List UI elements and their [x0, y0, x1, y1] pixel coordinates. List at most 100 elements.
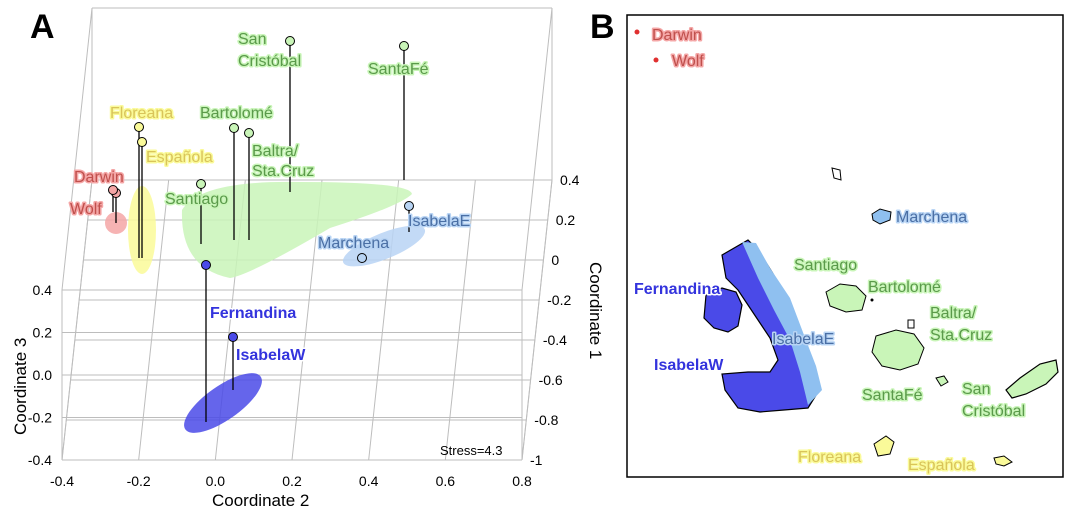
plot-3d-grid — [61, 7, 553, 461]
wolf-island — [653, 57, 659, 63]
map-panel: Darwin Wolf Marchena Santiago Bartolomé Ferna… — [626, 14, 1064, 478]
map-label: Floreana — [798, 449, 861, 466]
x-tick-labels: -0.4 -0.2 0.0 0.2 0.4 0.6 0.8 — [50, 473, 532, 489]
map-label: Fernandina — [634, 281, 720, 298]
y-tick-label: -0.2 — [28, 410, 52, 426]
point-label: Española — [146, 149, 213, 166]
map-label: Marchena — [896, 209, 967, 226]
cluster-ellipse — [184, 373, 262, 433]
map-label: SantaFé — [862, 387, 923, 404]
map-label: Bartolomé — [868, 279, 941, 296]
x-tick-label: -0.2 — [127, 473, 151, 489]
z-tick-label: 0.4 — [560, 172, 580, 188]
point-label: San — [238, 31, 266, 48]
y-tick-labels: -0.4 -0.2 0.0 0.2 0.4 — [28, 282, 52, 468]
z-tick-label: -0.4 — [543, 332, 567, 348]
x-tick-label: 0.4 — [359, 473, 379, 489]
darwin-island — [634, 29, 640, 35]
santiago-shape — [825, 283, 867, 313]
map-labels: Darwin Wolf Marchena Santiago Bartolomé Ferna… — [633, 26, 1027, 476]
data-point — [228, 332, 238, 342]
x-tick-label: -0.4 — [50, 473, 74, 489]
point-label: Marchena — [318, 235, 389, 252]
y-tick-label: 0.0 — [33, 367, 53, 383]
data-point — [201, 260, 211, 270]
isabela-east-shape — [742, 242, 822, 405]
data-point — [229, 123, 239, 133]
x-tick-label: 0.8 — [512, 473, 532, 489]
z-tick-labels: 0.4 0.2 0 -0.2 -0.4 -0.6 -0.8 -1 — [530, 172, 580, 468]
data-point — [399, 41, 409, 51]
floor-grid-line — [61, 179, 93, 461]
espanola-shape — [993, 455, 1013, 467]
grid-edge — [61, 7, 93, 291]
point-label: Baltra/ — [252, 143, 299, 160]
map-label: San — [962, 381, 990, 398]
data-point — [137, 137, 147, 147]
point-label: Wolf — [70, 201, 102, 218]
z-tick-label: -1 — [530, 452, 543, 468]
stress-annotation: Stress=4.3 — [440, 443, 503, 458]
map-label: Baltra/ — [930, 305, 977, 322]
point-label: IsabelaW — [236, 347, 306, 364]
bartolome-shape — [870, 298, 874, 302]
map-label: Santiago — [794, 257, 857, 274]
islet-shape — [831, 167, 842, 181]
data-point — [134, 122, 144, 132]
map-label: Darwin — [652, 27, 702, 44]
cluster-ellipse — [181, 181, 412, 278]
map-label: Wolf — [672, 53, 704, 70]
point-label: IsabelaE — [408, 213, 470, 230]
x-tick-label: 0.2 — [282, 473, 302, 489]
map-label: Española — [908, 457, 975, 474]
panel-b-label: B — [590, 8, 615, 46]
point-label: Cristóbal — [238, 53, 301, 70]
point-label: Bartolomé — [200, 105, 273, 122]
x-axis-title: Coordinate 2 — [212, 491, 309, 510]
data-point — [244, 128, 254, 138]
map-label: IsabelaW — [654, 357, 724, 374]
baltra-shape — [907, 319, 915, 329]
floor-grid-line — [138, 179, 170, 461]
x-tick-label: 0.6 — [436, 473, 456, 489]
data-point — [196, 179, 206, 189]
grid-edge — [521, 7, 553, 291]
z-tick-label: -0.6 — [539, 372, 563, 388]
map-label: IsabelaE — [772, 331, 834, 348]
y-tick-label: 0.2 — [33, 325, 53, 341]
z-axis-title: Coordinate 1 — [586, 262, 605, 359]
floor-grid-line — [444, 179, 476, 461]
santa-fe-shape — [935, 375, 949, 387]
z-tick-label: -0.2 — [547, 292, 571, 308]
data-points — [108, 36, 414, 342]
y-tick-label: -0.4 — [28, 452, 52, 468]
map-label: Cristóbal — [962, 403, 1025, 420]
data-point — [108, 185, 118, 195]
floreana-shape — [873, 435, 895, 457]
point-label: Darwin — [74, 169, 124, 186]
point-label: Floreana — [110, 105, 173, 122]
fernandina-shape — [703, 287, 743, 333]
y-axis-title: Coordinate 3 — [11, 338, 30, 435]
san-cristobal-shape — [1005, 359, 1059, 399]
santa-cruz-shape — [871, 329, 925, 371]
x-tick-label: 0.0 — [206, 473, 226, 489]
point-labels: Darwin Wolf Floreana Española Santiago Bartol… — [69, 30, 472, 366]
point-label: Santiago — [165, 191, 228, 208]
floor-grid-line — [521, 179, 553, 461]
marchena-shape — [871, 208, 892, 225]
point-label: SantaFé — [368, 61, 429, 78]
map-frame — [626, 14, 1064, 478]
data-point — [404, 201, 414, 211]
data-point — [285, 36, 295, 46]
point-label: Fernandina — [210, 305, 296, 322]
data-point — [357, 253, 367, 263]
z-tick-label: 0.2 — [556, 212, 576, 228]
map-label: Sta.Cruz — [930, 327, 992, 344]
z-tick-label: 0 — [551, 252, 559, 268]
y-tick-label: 0.4 — [33, 282, 53, 298]
z-tick-label: -0.8 — [534, 412, 558, 428]
floor-grid-line — [368, 179, 400, 461]
point-label: Sta.Cruz — [252, 163, 314, 180]
